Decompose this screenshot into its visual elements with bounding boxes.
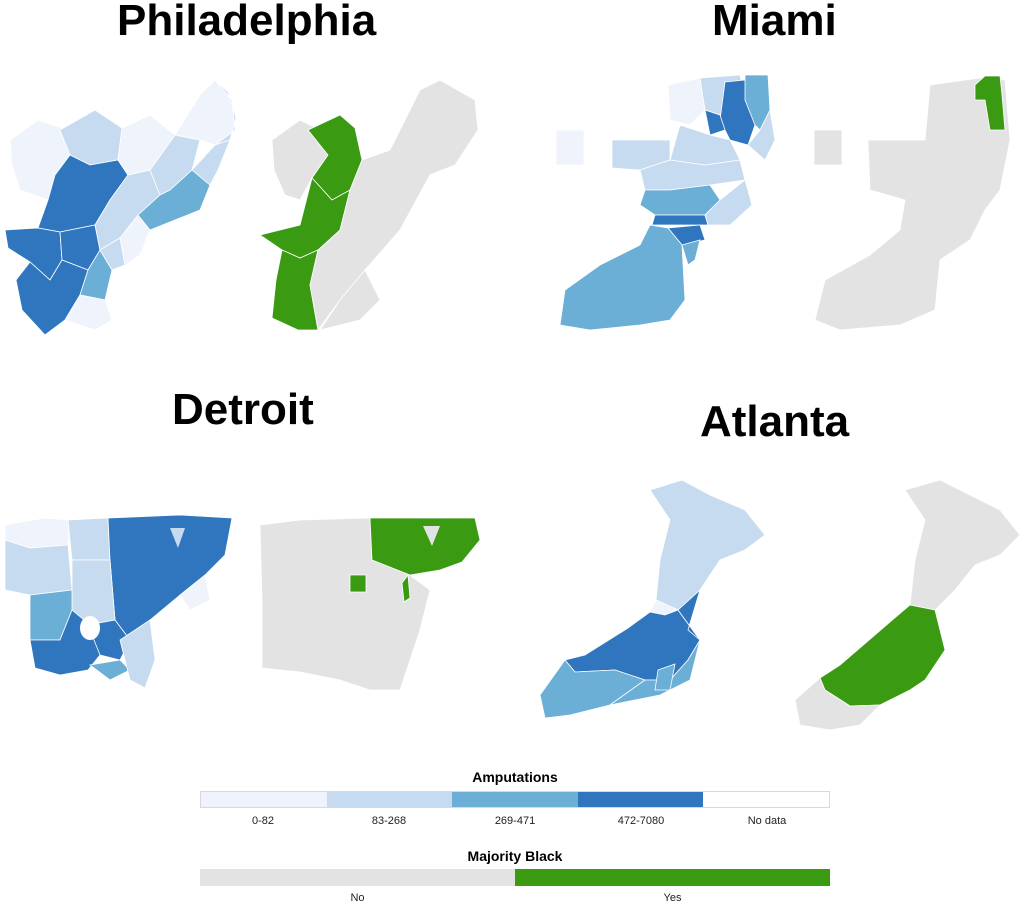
legend-label-472-7080: 472-7080 [617,815,665,827]
map-region [974,75,1006,131]
map-region [681,239,701,266]
map-region [649,479,766,611]
map-region [119,214,151,266]
city-title-miami: Miami [712,0,837,45]
map-region [747,108,776,161]
city-title-detroit: Detroit [172,385,314,434]
majority-legend-labels: No Yes [200,892,830,904]
map-region [794,677,881,731]
amputations-legend-labels: 0-82 83-268 269-471 472-7080 No data [200,815,830,827]
map-region [401,573,411,603]
map-region [214,79,237,146]
map-region [559,224,686,331]
legend-swatch-269-471 [452,792,578,807]
amputations-legend-title: Amputations [472,769,558,785]
map-region [117,114,176,176]
legend-swatch-0-82 [201,792,327,807]
map-region [819,604,946,707]
map-region [667,77,706,126]
legend-label-yes: Yes [663,892,682,904]
map-region [179,574,211,611]
map-region [904,479,1021,611]
majority-legend-bar [200,869,830,886]
legend-label-no: No [350,892,365,904]
legend-swatch-yes [515,869,830,886]
map-region [677,588,701,641]
map-region [137,169,211,231]
legend-label-0-82: 0-82 [251,815,275,827]
map-region [80,616,100,640]
map-region [704,179,753,226]
map-region [119,619,156,689]
map-region [64,294,113,331]
majority-legend-title: Majority Black [467,848,563,864]
city-title-philadelphia: Philadelphia [117,0,377,45]
amputations-legend-bar [200,791,830,808]
legend-swatch-83-268 [326,792,453,807]
city-title-atlanta: Atlanta [700,397,850,446]
map-region [813,129,843,166]
map-region [170,528,185,548]
map-region [369,517,481,576]
legend-label-no-data: No data [747,815,787,827]
map-region [319,269,381,331]
map-region [555,129,585,166]
legend-swatch-no-data [703,792,829,807]
map-region [309,79,479,331]
legend-swatch-no [200,869,515,886]
map-region [191,139,231,186]
map-region [654,663,676,691]
map-region [814,77,1011,331]
map-region [704,109,726,136]
legend-label-269-471: 269-471 [494,815,536,827]
map-region [349,574,367,593]
map-region [423,526,440,546]
map-region [79,249,113,301]
legend-label-83-268: 83-268 [371,815,407,827]
map-region [609,639,701,706]
legend-swatch-472-7080 [577,792,704,807]
